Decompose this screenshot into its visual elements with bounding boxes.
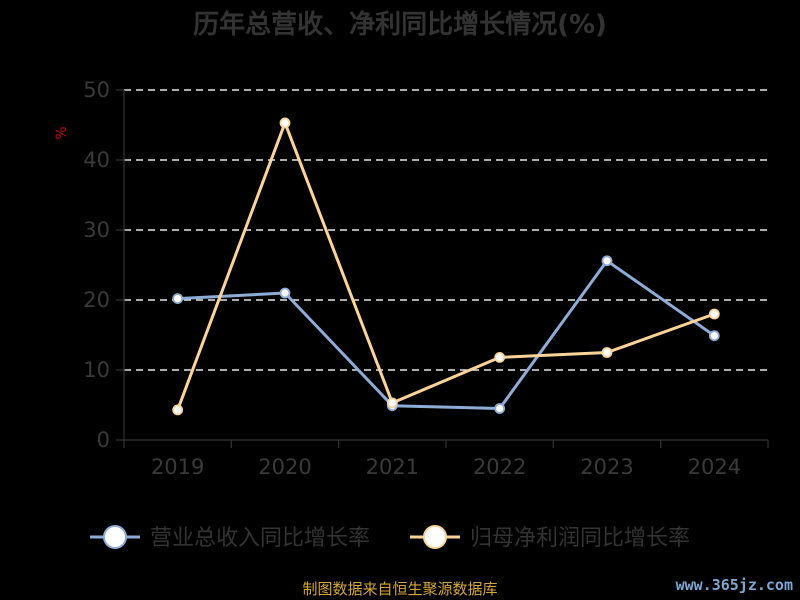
legend: 营业总收入同比增长率 归母净利润同比增长率	[90, 525, 690, 551]
series-lines	[172, 117, 720, 416]
x-tick-label: 2019	[151, 455, 204, 479]
y-axis-unit: %	[54, 126, 70, 139]
legend-marker-profit[interactable]	[423, 525, 447, 549]
y-tick-label: 40	[83, 148, 110, 172]
data-point-s0-2024[interactable]	[708, 330, 720, 342]
data-point-s1-2021[interactable]	[386, 397, 398, 409]
data-point-s1-2019[interactable]	[172, 404, 184, 416]
x-tick-label: 2020	[258, 455, 311, 479]
y-tick-label: 0	[97, 428, 110, 452]
data-source-note: 制图数据来自恒生聚源数据库	[302, 580, 497, 598]
chart-title: 历年总营收、净利同比增长情况(%)	[193, 9, 607, 40]
legend-marker-revenue[interactable]	[103, 525, 127, 549]
y-tick-label: 30	[83, 218, 110, 242]
data-point-s1-2024[interactable]	[708, 308, 720, 320]
data-point-s0-2022[interactable]	[494, 403, 506, 414]
x-tick-label: 2022	[473, 455, 526, 479]
data-point-s1-2020[interactable]	[279, 117, 291, 129]
watermark: www.365jz.com	[676, 576, 793, 594]
x-tick-label: 2021	[366, 455, 419, 479]
legend-label-profit[interactable]: 归母净利润同比增长率	[470, 526, 690, 551]
y-tick-label: 50	[83, 78, 110, 102]
y-tick-label: 20	[83, 288, 110, 312]
x-tick-label: 2024	[688, 455, 741, 479]
data-point-s1-2023[interactable]	[601, 347, 613, 358]
series-line-0	[177, 259, 716, 410]
axes: 0 10 20 30 40 50 2019 2020 2021 2022 2023 2024	[83, 78, 769, 479]
data-point-s0-2019[interactable]	[172, 293, 184, 305]
data-point-s0-2020[interactable]	[279, 287, 291, 299]
y-tick-label: 10	[83, 358, 110, 382]
legend-label-revenue[interactable]: 营业总收入同比增长率	[150, 526, 370, 551]
x-tick-label: 2023	[580, 455, 633, 479]
data-point-s1-2022[interactable]	[494, 351, 506, 363]
series-line-1	[176, 121, 715, 411]
data-point-s0-2023[interactable]	[601, 255, 613, 267]
